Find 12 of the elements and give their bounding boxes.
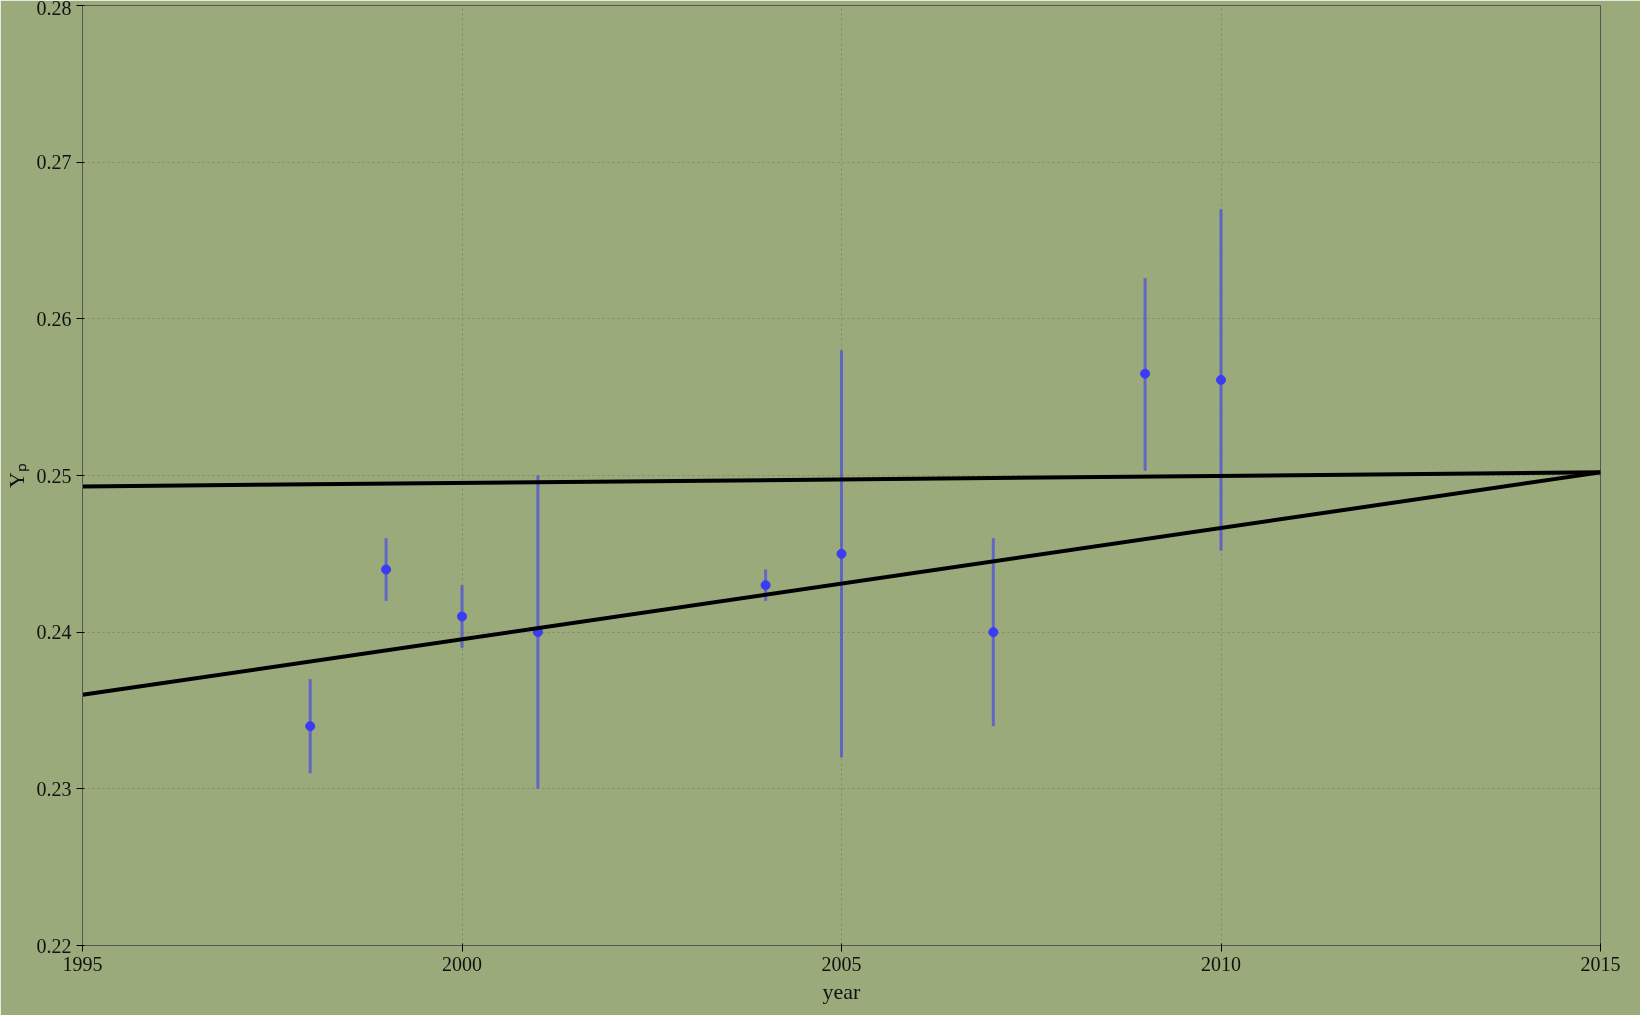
x-tick-label: 2005 — [821, 952, 862, 975]
y-tick-label: 0.24 — [36, 621, 72, 644]
y-tick-label: 0.27 — [36, 151, 72, 174]
y-tick-label: 0.23 — [36, 777, 72, 800]
x-tick-label: 2000 — [442, 952, 482, 975]
y-tick-label: 0.26 — [36, 307, 72, 330]
x-tick-label: 2010 — [1201, 952, 1241, 975]
y-tick-label: 0.28 — [36, 0, 72, 19]
y-tick-label: 0.25 — [36, 464, 72, 487]
x-tick-label: 2015 — [1580, 952, 1621, 975]
x-axis-title: year — [822, 978, 862, 1004]
y-axis-title: Yₚ — [3, 463, 30, 488]
